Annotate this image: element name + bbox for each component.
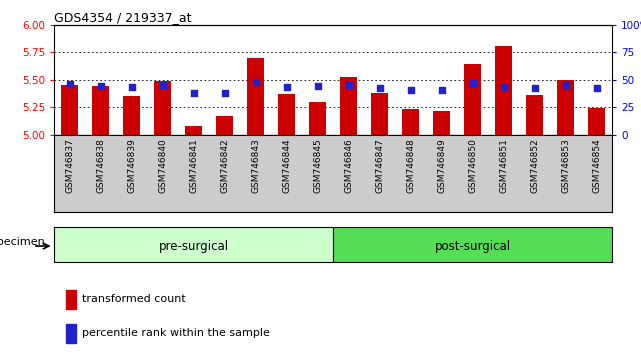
Bar [371,93,388,135]
Text: GSM746843: GSM746843 [251,138,260,193]
Bar [65,324,76,343]
Text: GSM746838: GSM746838 [96,138,106,193]
Point [437,87,447,92]
Bar [340,78,357,135]
Point [158,82,168,88]
Text: GSM746850: GSM746850 [468,138,478,193]
Bar [124,96,140,135]
Text: GSM746851: GSM746851 [499,138,508,193]
Text: GSM746847: GSM746847 [375,138,385,193]
Text: GSM746845: GSM746845 [313,138,322,193]
Point [529,86,540,91]
Bar [54,227,333,262]
Bar [62,85,78,135]
Text: GSM746837: GSM746837 [65,138,74,193]
Point [468,80,478,86]
Bar [588,108,605,135]
Text: GSM746849: GSM746849 [437,138,446,193]
Bar [495,46,512,135]
Text: GSM746848: GSM746848 [406,138,415,193]
Point [499,85,509,90]
Bar [464,64,481,135]
Bar [247,58,264,135]
Text: GSM746852: GSM746852 [530,138,539,193]
Text: GSM746842: GSM746842 [221,138,229,193]
Text: GSM746846: GSM746846 [344,138,353,193]
Point [592,86,602,91]
Bar [185,126,203,135]
Point [561,82,571,88]
Text: GSM746844: GSM746844 [282,138,292,193]
Bar [403,109,419,135]
Point [406,87,416,92]
Text: specimen: specimen [0,238,45,247]
Point [65,81,75,87]
Point [189,90,199,96]
Point [313,84,323,89]
Bar [154,81,171,135]
Point [96,84,106,89]
Bar [278,94,296,135]
Bar [333,227,612,262]
Point [282,85,292,90]
Text: GSM746841: GSM746841 [189,138,199,193]
Text: GSM746840: GSM746840 [158,138,167,193]
Bar [310,102,326,135]
Bar [65,290,76,309]
Point [127,85,137,90]
Point [220,90,230,96]
Text: GSM746839: GSM746839 [128,138,137,193]
Bar [557,80,574,135]
Bar [526,95,543,135]
Text: post-surgical: post-surgical [435,240,511,252]
Text: GSM746853: GSM746853 [561,138,570,193]
Text: GDS4354 / 219337_at: GDS4354 / 219337_at [54,11,192,24]
Bar [92,86,110,135]
Text: pre-surgical: pre-surgical [159,240,229,252]
Text: percentile rank within the sample: percentile rank within the sample [83,329,271,338]
Point [375,86,385,91]
Text: GSM746854: GSM746854 [592,138,601,193]
Text: transformed count: transformed count [83,295,186,304]
Bar [433,112,450,135]
Point [251,79,261,85]
Bar [217,116,233,135]
Point [344,82,354,88]
